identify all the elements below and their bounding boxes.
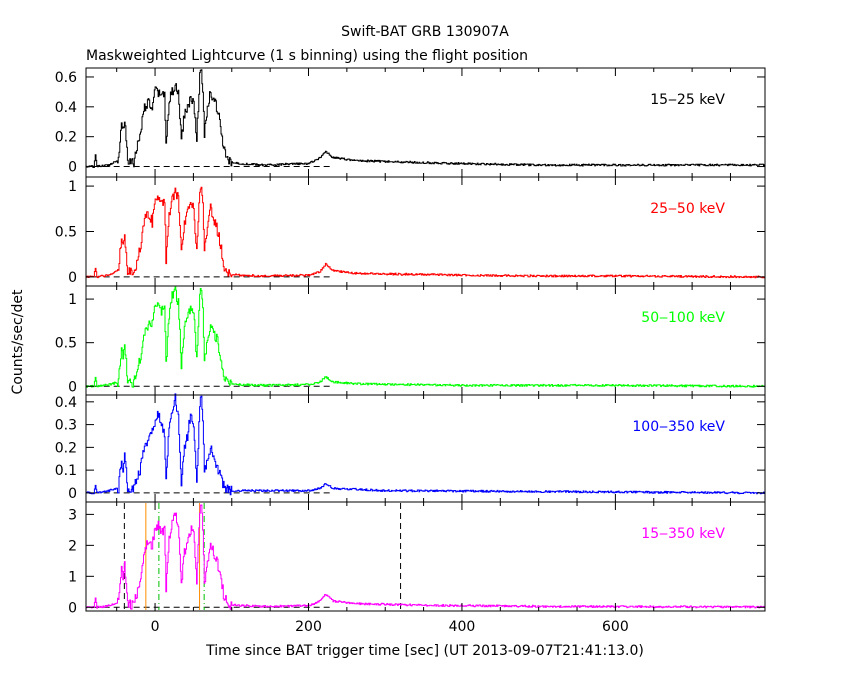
panel-frame	[85, 285, 766, 396]
y-tick-label: 3	[68, 507, 77, 523]
energy-band-label: 100‒350 keV	[632, 419, 725, 435]
panel-frame	[85, 176, 766, 287]
y-tick-label: 0.1	[55, 463, 77, 479]
y-tick-label: 0.5	[55, 225, 77, 241]
panel-frame	[85, 394, 766, 503]
panels-group: 0 0.2 0.4 0.6 15‒25 keV 0 0.5 1 25‒50 keV 0 0.5 1 50…	[55, 67, 766, 635]
y-tick-label: 0.3	[55, 418, 77, 434]
panel-frame	[85, 501, 766, 612]
chart-subtitle: Maskweighted Lightcurve (1 s binning) us…	[86, 48, 528, 64]
lightcurve-series-line	[86, 186, 766, 279]
y-tick-label: 0.4	[55, 100, 77, 116]
x-tick-label: 600	[602, 619, 629, 635]
y-tick-label: 0.5	[55, 336, 77, 352]
y-tick-label: 0	[68, 270, 77, 286]
energy-band-label: 15‒350 keV	[641, 526, 725, 542]
x-axis-label: Time since BAT trigger time [sec] (UT 20…	[205, 643, 644, 659]
y-tick-label: 1	[68, 179, 77, 195]
x-tick-label: 0	[151, 619, 160, 635]
lightcurve-series-line	[86, 504, 766, 610]
y-tick-label: 1	[68, 569, 77, 585]
energy-band-label: 50‒100 keV	[641, 310, 725, 326]
energy-band-label: 25‒50 keV	[650, 201, 725, 217]
panel-frame	[85, 67, 766, 178]
chart-title: Swift-BAT GRB 130907A	[341, 24, 509, 40]
y-tick-label: 1	[68, 292, 77, 308]
lightcurve-series-line	[86, 286, 766, 388]
lightcurve-series-line	[86, 69, 766, 168]
y-tick-label: 0	[68, 600, 77, 616]
y-tick-label: 0	[68, 486, 77, 502]
y-axis-label: Counts/sec/det	[10, 289, 26, 394]
x-tick-label: 200	[295, 619, 322, 635]
y-tick-label: 0.6	[55, 70, 77, 86]
x-tick-label: 400	[449, 619, 476, 635]
y-tick-label: 0.2	[55, 130, 77, 146]
energy-band-label: 15‒25 keV	[650, 92, 725, 108]
y-tick-label: 2	[68, 538, 77, 554]
y-tick-label: 0	[68, 379, 77, 395]
y-tick-label: 0.2	[55, 440, 77, 456]
y-tick-label: 0	[68, 160, 77, 176]
y-tick-label: 0.4	[55, 395, 77, 411]
lightcurve-series-line	[86, 393, 766, 496]
